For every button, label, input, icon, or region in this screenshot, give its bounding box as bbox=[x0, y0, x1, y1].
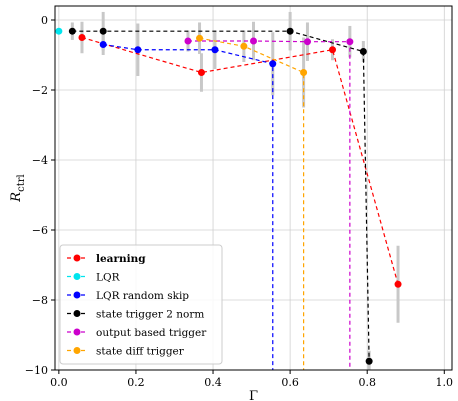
data-point bbox=[99, 41, 107, 48]
legend-entry-label: LQR random skip bbox=[96, 290, 189, 302]
data-point bbox=[269, 60, 277, 68]
data-point bbox=[359, 48, 367, 55]
legend-swatch-marker bbox=[73, 273, 81, 280]
data-point bbox=[184, 37, 192, 45]
x-tick-label: 0.0 bbox=[50, 376, 68, 389]
y-tick-label: −10 bbox=[25, 364, 48, 377]
legend-swatch-marker bbox=[73, 254, 81, 262]
legend-swatch-marker bbox=[73, 328, 81, 336]
data-point bbox=[329, 46, 337, 54]
legend-box bbox=[59, 244, 223, 365]
data-point bbox=[99, 27, 107, 35]
y-axis-label: Rctrl bbox=[9, 174, 27, 202]
x-tick-label: 0.2 bbox=[127, 376, 145, 389]
y-tick-label: 0 bbox=[41, 14, 48, 27]
x-tick-label: 0.8 bbox=[358, 376, 376, 389]
legend-entry-label: state diff trigger bbox=[96, 346, 185, 358]
data-point bbox=[68, 27, 76, 35]
x-tick-label: 1.0 bbox=[436, 376, 454, 389]
y-tick-label: −2 bbox=[32, 84, 48, 97]
legend-entry-label: output based trigger bbox=[96, 327, 207, 339]
y-tick-label: −6 bbox=[32, 224, 48, 237]
data-point bbox=[240, 42, 248, 50]
y-axis: 0 −2 −4 −6 −8 −10 bbox=[25, 14, 55, 377]
legend-entry-label: LQR bbox=[96, 272, 121, 284]
plot-frame bbox=[54, 5, 453, 371]
x-axis: 0.0 0.2 0.4 0.6 0.8 1.0 bbox=[50, 370, 453, 389]
plot-area bbox=[55, 11, 402, 370]
data-point bbox=[78, 34, 86, 41]
x-tick-label: 0.6 bbox=[281, 376, 299, 389]
data-point bbox=[394, 280, 402, 288]
legend-entry-label: learning bbox=[96, 253, 146, 265]
data-point bbox=[196, 34, 204, 42]
legend-swatch-marker bbox=[73, 310, 81, 317]
data-point bbox=[211, 46, 219, 54]
legend: learning LQR LQR random skip state trigger … bbox=[59, 244, 223, 365]
data-point bbox=[303, 38, 311, 46]
data-point bbox=[197, 69, 205, 76]
data-point bbox=[134, 46, 142, 54]
legend-swatch-marker bbox=[73, 291, 81, 299]
legend-swatch-marker bbox=[73, 347, 81, 354]
y-tick-label: −8 bbox=[32, 294, 48, 307]
data-point bbox=[300, 69, 308, 76]
data-point bbox=[346, 38, 354, 46]
data-point bbox=[365, 357, 373, 365]
legend-entry-label: state trigger 2 norm bbox=[96, 309, 204, 321]
x-axis-label: Γ bbox=[249, 389, 258, 401]
y-tick-label: −4 bbox=[32, 154, 48, 167]
data-point bbox=[250, 37, 257, 45]
data-point bbox=[55, 27, 63, 35]
data-point bbox=[286, 27, 294, 35]
x-tick-label: 0.4 bbox=[204, 376, 222, 389]
series-line bbox=[199, 37, 305, 370]
